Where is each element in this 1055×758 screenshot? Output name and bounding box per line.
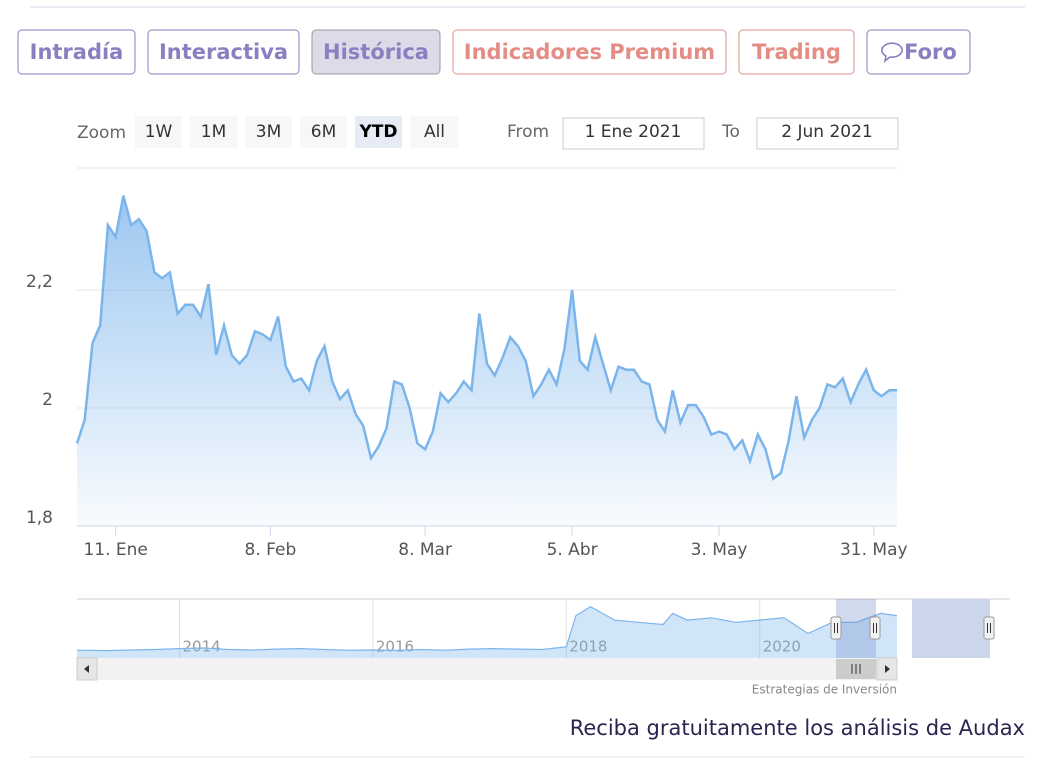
zoom-button[interactable]: YTD — [355, 116, 402, 148]
line — [75, 195, 897, 481]
x-tick-label: 2018 — [569, 638, 607, 656]
zoom-button-box — [355, 116, 402, 148]
x-tick-label: 2020 — [763, 638, 801, 656]
handle-grip — [834, 623, 838, 633]
x-tick-label: 8. Feb — [245, 540, 297, 560]
tab-box — [452, 29, 727, 75]
footer-link[interactable]: Reciba gratuitamente los análisis de Aud… — [570, 716, 1025, 740]
zoom-button[interactable]: 1W — [135, 116, 182, 148]
tab-box — [866, 29, 971, 75]
y-tick-label: 1,8 — [26, 508, 53, 528]
x-tick-label: 31. May — [840, 540, 908, 560]
credit: Estrategias de Inversión — [752, 683, 897, 697]
tab[interactable]: Interactiva — [147, 29, 300, 75]
tab-box — [738, 29, 855, 75]
tab[interactable]: Foro — [866, 29, 971, 75]
navigator-selection[interactable] — [836, 599, 876, 658]
zoom-label: Zoom — [77, 123, 126, 143]
navigator-overflow — [912, 599, 990, 658]
tab-label: Intradía — [30, 40, 124, 64]
tab[interactable]: Intradía — [17, 29, 136, 75]
zoom-button-label: 6M — [311, 122, 336, 142]
x-tick-label: 2014 — [183, 638, 221, 656]
to-input[interactable] — [756, 117, 899, 150]
navigator-handle[interactable] — [869, 616, 881, 640]
x-tick-label: 5. Abr — [547, 540, 598, 560]
range-selector: Zoom 1W 1M 3M 6M YTD All From 1 Ene 2021 To 2 Jun … — [77, 116, 899, 150]
zoom-button[interactable]: 3M — [245, 116, 292, 148]
to-value: 2 Jun 2021 — [781, 122, 872, 142]
zoom-button-label: 1W — [145, 122, 173, 142]
x-tick-label: 8. Mar — [398, 540, 452, 560]
tab[interactable]: Trading — [738, 29, 855, 75]
arrow-right — [885, 665, 890, 673]
zoom-button[interactable]: 6M — [300, 116, 347, 148]
scrollbar-track — [77, 658, 897, 680]
area-fill — [77, 195, 897, 526]
from-value: 1 Ene 2021 — [585, 122, 682, 142]
tab-label: Interactiva — [159, 40, 288, 64]
tab-box — [311, 29, 441, 75]
x-tick-label: 2016 — [376, 638, 414, 656]
x-tick-label: 11. Ene — [83, 540, 147, 560]
tab-bar: Intradía Interactiva Histórica Indicadores … — [17, 29, 971, 75]
tab[interactable]: Indicadores Premium — [452, 29, 727, 75]
zoom-button-label: All — [424, 122, 445, 142]
line — [76, 606, 898, 652]
zoom-button-box — [300, 116, 347, 148]
zoom-button-box — [245, 116, 292, 148]
zoom-button-box — [135, 116, 182, 148]
zoom-button[interactable]: All — [411, 116, 458, 148]
handle-grip — [873, 623, 877, 633]
navigator-handle[interactable] — [830, 616, 842, 640]
arrow-left — [84, 665, 89, 673]
zoom-button-box — [190, 116, 237, 148]
tab-label: Histórica — [323, 40, 429, 64]
tab-box — [17, 29, 136, 75]
zoom-button[interactable]: 1M — [190, 116, 237, 148]
zoom-button-box — [411, 116, 458, 148]
chart: 1,8 2 2,2 11. Ene 8. Feb 8. Mar 5. Abr 3. May 31… — [26, 167, 1010, 681]
navigator-handle[interactable] — [983, 616, 995, 640]
from-label: From — [507, 122, 549, 142]
y-tick-label: 2,2 — [26, 272, 53, 292]
zoom-button-label: 1M — [201, 122, 226, 142]
tab-label: Trading — [752, 40, 841, 64]
tab-label: Indicadores Premium — [464, 40, 715, 64]
tab[interactable]: Histórica — [311, 29, 441, 75]
handle-grip — [987, 623, 991, 633]
x-tick-label: 3. May — [691, 540, 748, 560]
from-input[interactable] — [562, 117, 705, 150]
zoom-button-label: YTD — [358, 122, 397, 142]
zoom-button-label: 3M — [256, 122, 281, 142]
to-label: To — [721, 122, 740, 142]
chat-icon — [881, 42, 903, 63]
tab-box — [147, 29, 300, 75]
y-tick-label: 2 — [42, 390, 53, 410]
area-fill — [77, 606, 897, 658]
thumb-grip — [851, 664, 861, 674]
tab-label: Foro — [904, 40, 957, 64]
